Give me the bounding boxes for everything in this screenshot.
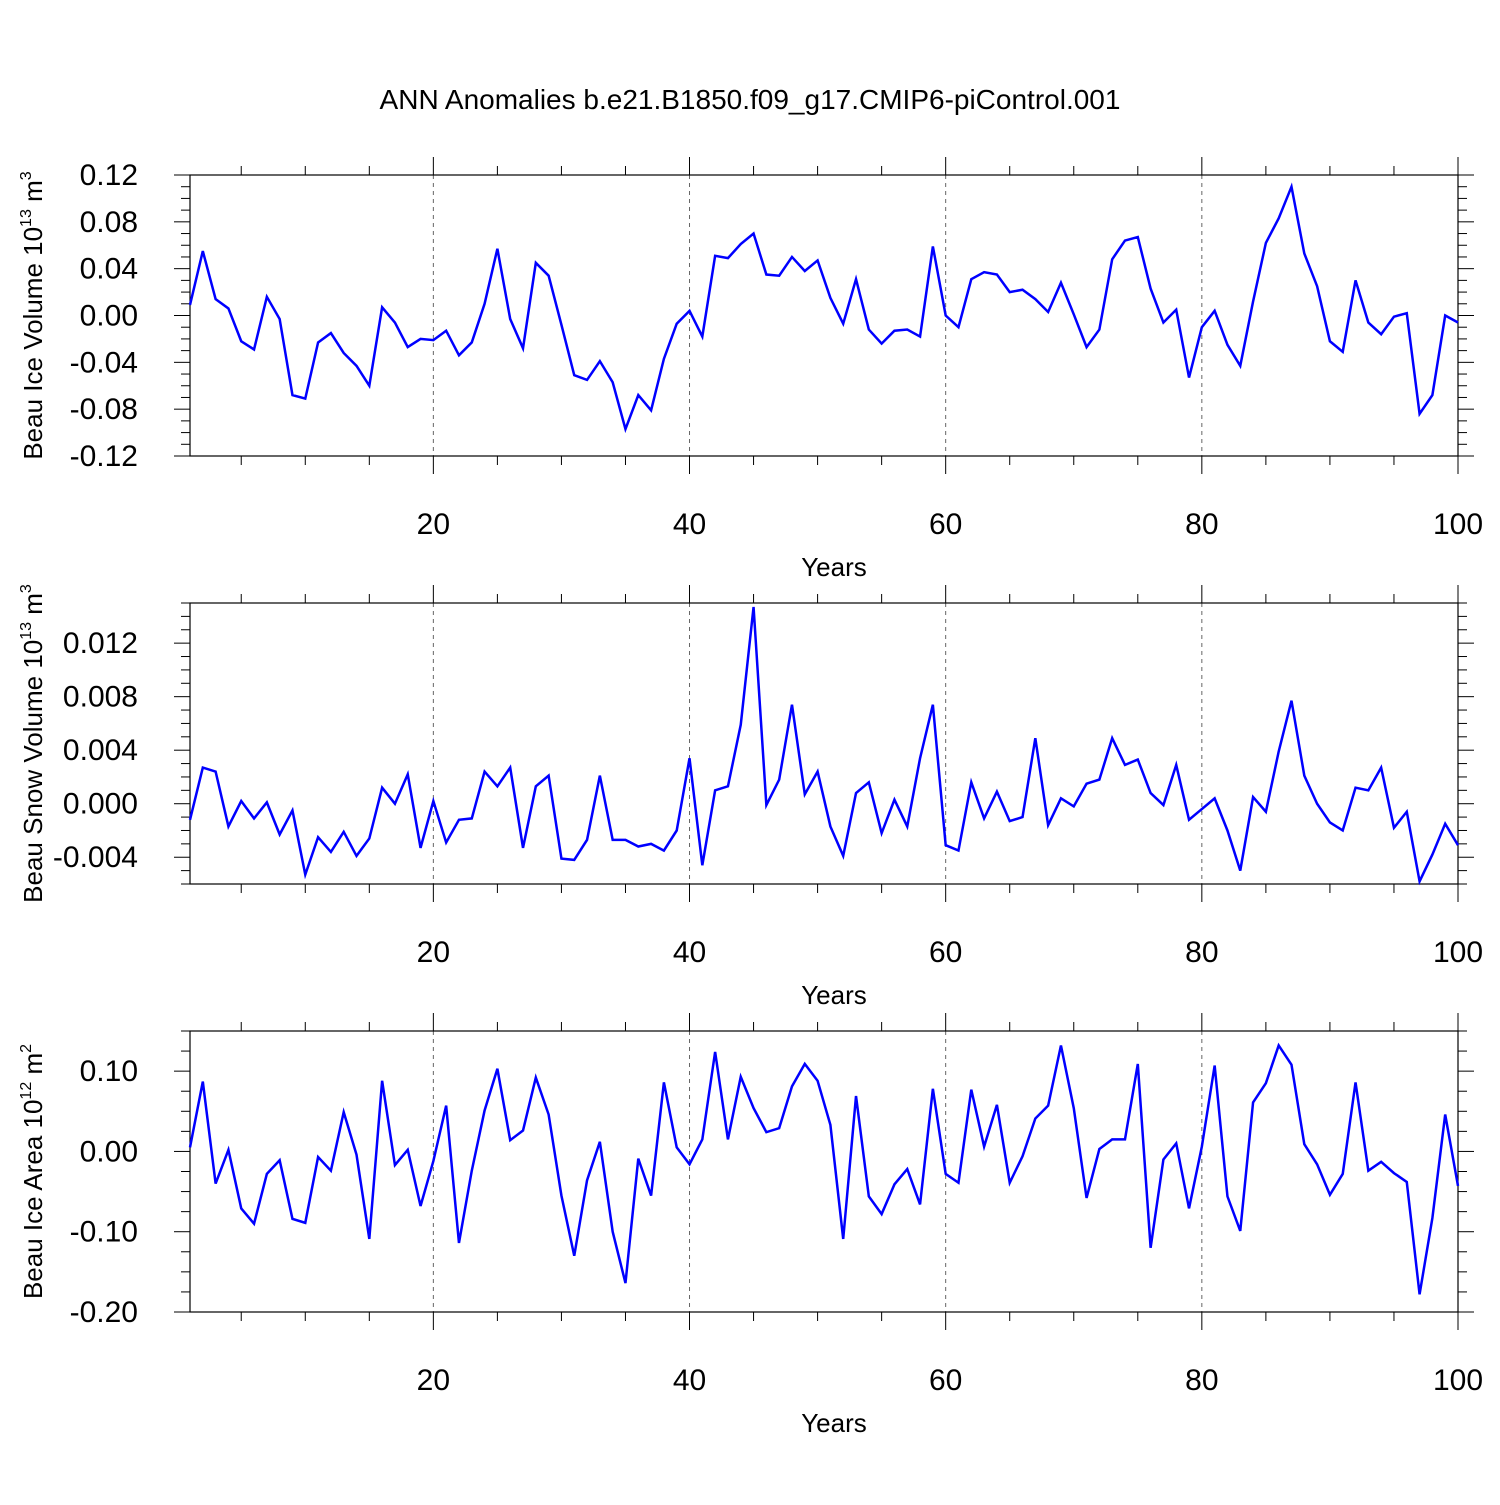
plot-frame <box>189 1030 1459 1313</box>
x-tick-label: 60 <box>929 508 962 541</box>
series-line-2 <box>188 606 1460 886</box>
x-tick-label: 40 <box>673 1364 706 1397</box>
x-tick-label: 40 <box>673 936 706 969</box>
y-axis-label-unit: m <box>18 593 48 622</box>
y-axis-label-unit-exponent: 2 <box>18 1044 35 1053</box>
x-tick-label: 100 <box>1433 508 1483 541</box>
x-axis-label: Years <box>801 980 867 1010</box>
y-tick-label: -0.08 <box>70 393 138 426</box>
y-tick-label: 0.008 <box>63 681 138 714</box>
x-axis-label: Years <box>801 1408 867 1438</box>
x-tick-label: 80 <box>1185 508 1218 541</box>
y-tick-label: -0.20 <box>70 1296 138 1329</box>
y-axis-label-exponent: 12 <box>18 1082 35 1100</box>
x-tick-label: 20 <box>417 1364 450 1397</box>
y-axis-label: Beau Ice Area 1012 m2 <box>18 1044 48 1299</box>
x-tick-label: 100 <box>1433 1364 1483 1397</box>
y-axis-label-text: Beau Ice Volume 10 <box>18 227 48 460</box>
series-line-1 <box>188 182 1459 434</box>
y-axis-label: Beau Snow Volume 1013 m3 <box>18 584 48 903</box>
y-tick-label: -0.004 <box>53 841 138 874</box>
y-tick-label: 0.004 <box>63 734 138 767</box>
x-tick-label: 80 <box>1185 1364 1218 1397</box>
y-axis-label-text: Beau Ice Area 10 <box>18 1100 48 1299</box>
y-tick-label: 0.00 <box>80 1135 138 1168</box>
series-line-3 <box>188 1042 1460 1295</box>
y-tick-label: 0.08 <box>80 206 138 239</box>
y-tick-label: -0.12 <box>70 440 138 473</box>
y-tick-label: 0.10 <box>80 1055 138 1088</box>
y-axis-label-exponent: 13 <box>18 209 35 227</box>
panel-2: 20 40 60 80 100 -0.004 0.000 0.004 0.008 0.012 Yea… <box>18 584 1483 1010</box>
plot-frame <box>189 602 1459 885</box>
x-tick-label: 60 <box>929 1364 962 1397</box>
x-tick-label: 40 <box>673 508 706 541</box>
y-axis-label-unit-exponent: 3 <box>18 171 35 180</box>
y-axis-label-exponent: 13 <box>18 622 35 640</box>
y-tick-label: -0.10 <box>70 1216 138 1249</box>
y-tick-label: 0.012 <box>63 627 138 660</box>
y-axis-label-unit: m <box>18 180 48 209</box>
x-axis-label: Years <box>801 552 867 582</box>
y-tick-label: 0.12 <box>80 159 138 192</box>
panel-1: 20 40 60 80 100 -0.12 -0.08 -0.04 0.00 0.04 0.08 0.… <box>18 157 1483 582</box>
x-tick-label: 80 <box>1185 936 1218 969</box>
x-tick-label: 20 <box>417 936 450 969</box>
y-axis-label-unit: m <box>18 1053 48 1082</box>
y-tick-label: 0.04 <box>80 253 138 286</box>
y-axis-label: Beau Ice Volume 1013 m3 <box>18 171 48 459</box>
y-axis-label-unit-exponent: 3 <box>18 584 35 593</box>
main-title: ANN Anomalies b.e21.B1850.f09_g17.CMIP6-… <box>379 84 1121 115</box>
y-tick-label: 0.000 <box>63 788 138 821</box>
y-tick-label: 0.00 <box>80 300 138 333</box>
x-tick-label: 60 <box>929 936 962 969</box>
panel-3: 20 40 60 80 100 -0.20 -0.10 0.00 0.10 Years Beau I… <box>18 1013 1483 1438</box>
x-tick-label: 100 <box>1433 936 1483 969</box>
x-tick-label: 20 <box>417 508 450 541</box>
y-tick-label: -0.04 <box>70 346 138 379</box>
y-axis-label-text: Beau Snow Volume 10 <box>18 640 48 903</box>
